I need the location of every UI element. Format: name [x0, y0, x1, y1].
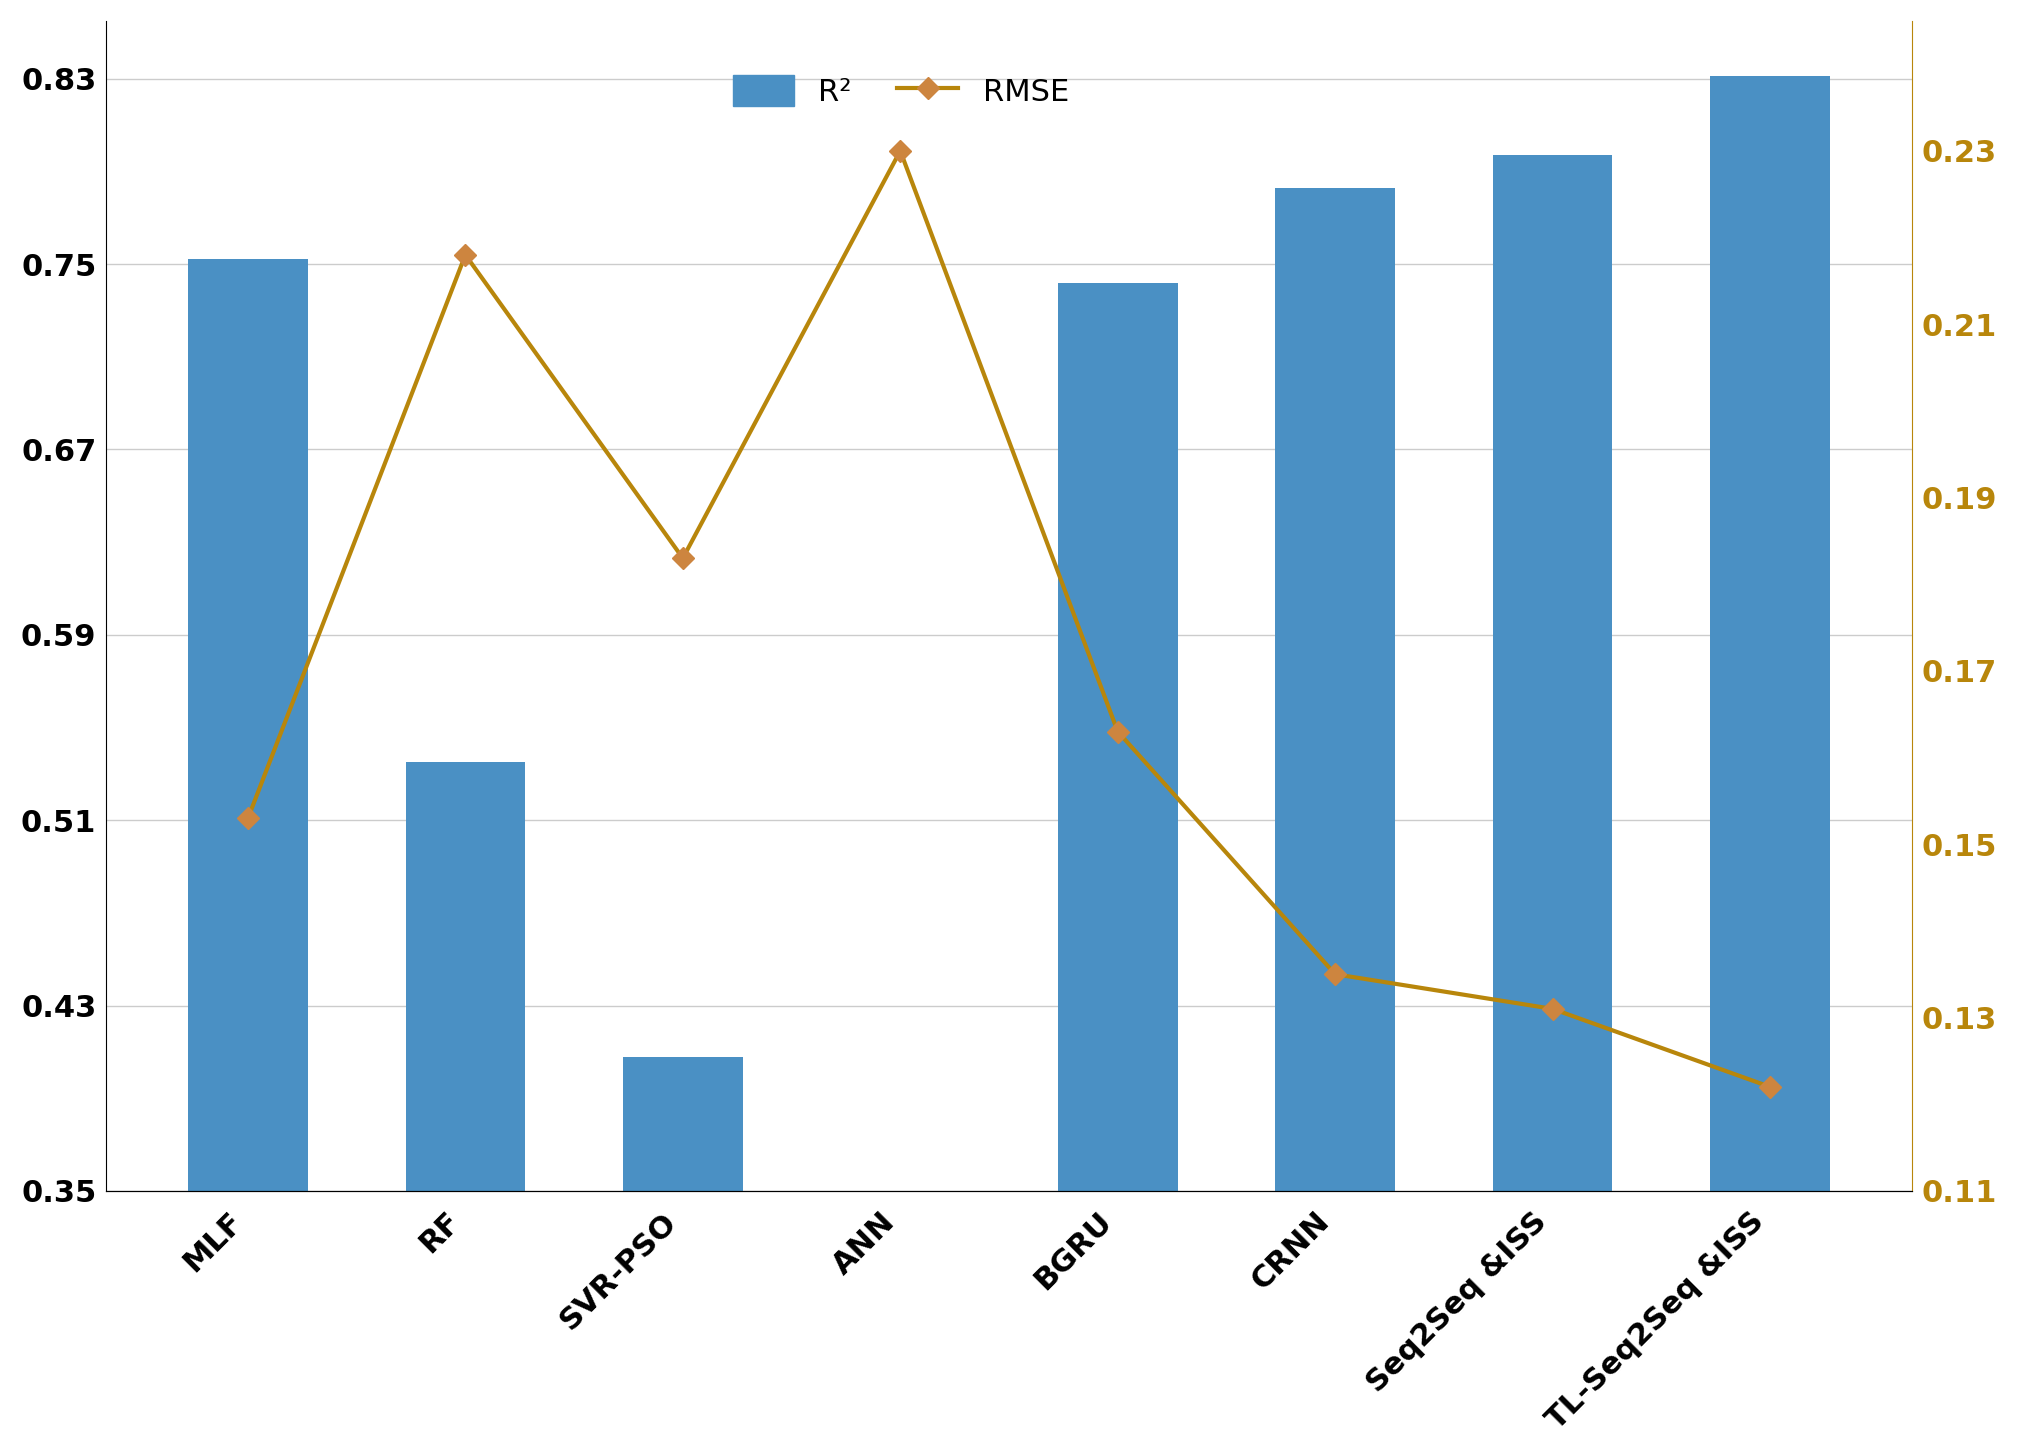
Bar	[624, 1057, 743, 1456]
Bar	[1711, 76, 1830, 1456]
Bar	[1493, 156, 1612, 1456]
Legend: R², RMSE: R², RMSE	[716, 60, 1084, 122]
Bar	[406, 763, 525, 1456]
Bar	[1057, 282, 1179, 1456]
Bar	[188, 259, 307, 1456]
Bar	[1275, 188, 1394, 1456]
